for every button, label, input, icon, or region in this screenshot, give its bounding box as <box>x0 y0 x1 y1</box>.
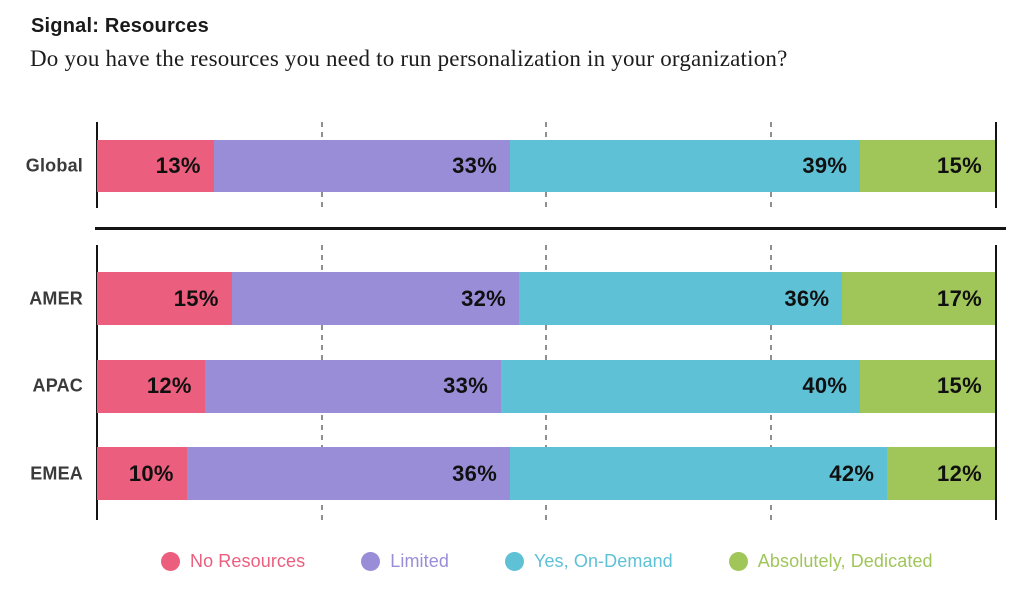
chart-question: Do you have the resources you need to ru… <box>30 46 788 71</box>
segment-value-label: 33% <box>452 153 498 178</box>
segment-value-label: 40% <box>802 373 848 398</box>
category-label: Global <box>25 155 83 176</box>
legend-dot-icon <box>504 552 524 571</box>
segment-value-label: 42% <box>829 460 875 486</box>
segment-value-label: 13% <box>155 153 201 178</box>
segment-value-label: 33% <box>443 373 489 398</box>
bar-row-amer: AMER 15% 32% 36% 17% <box>29 272 995 325</box>
segment-value-label: 17% <box>937 285 982 311</box>
bar-row-emea: EMEA 10% 36% 42% 12% <box>30 447 995 500</box>
segment-value-label: 32% <box>461 285 507 311</box>
chart-section-regions: AMER 15% 32% 36% 17% APAC 12% 33% 40% 15% EMEA 10% 3… <box>29 245 997 520</box>
legend-item-no-resources: No Resources <box>161 551 305 572</box>
legend-dot-icon <box>728 552 748 571</box>
bar-segment-limited: 36% <box>186 447 511 500</box>
bar-segment-yes-on-demand: 39% <box>510 140 861 192</box>
legend-label: Absolutely, Dedicated <box>757 551 933 571</box>
bar-segment-limited: 33% <box>204 359 502 413</box>
bar-segment-no-resources: 12% <box>97 359 205 413</box>
right-boundary-line <box>995 122 997 208</box>
right-boundary-line <box>995 245 997 520</box>
bar-segment-yes-on-demand: 40% <box>501 359 861 413</box>
legend-label: No Resources <box>190 551 306 571</box>
segment-value-label: 36% <box>784 285 830 311</box>
legend-label: Limited <box>390 551 449 571</box>
category-label: AMER <box>29 288 83 308</box>
section-divider-line <box>95 227 1006 230</box>
bar-segment-absolutely-dedicated: 17% <box>842 272 995 325</box>
segment-value-label: 10% <box>128 460 174 486</box>
segment-value-label: 15% <box>937 373 982 398</box>
bar-row-global: Global 13% 33% 39% 15% <box>26 140 995 192</box>
segment-value-label: 12% <box>937 460 982 486</box>
bar-segment-no-resources: 15% <box>97 272 232 325</box>
bar-segment-limited: 33% <box>213 140 511 192</box>
chart-section-global: Global 13% 33% 39% 15% <box>26 122 997 208</box>
category-label: EMEA <box>30 463 83 483</box>
legend-item-limited: Limited <box>361 551 449 572</box>
bar-segment-yes-on-demand: 42% <box>510 447 888 500</box>
bar-segment-no-resources: 13% <box>97 140 214 192</box>
bar-segment-absolutely-dedicated: 12% <box>887 447 995 500</box>
bar-row-apac: APAC 12% 33% 40% 15% <box>33 359 995 413</box>
segment-value-label: 36% <box>452 460 498 486</box>
bar-segment-limited: 32% <box>231 272 520 325</box>
page-title: Signal: Resources <box>31 15 209 37</box>
legend-dot-icon <box>161 552 180 571</box>
bar-segment-no-resources: 10% <box>97 447 187 500</box>
segment-value-label: 39% <box>802 153 848 178</box>
category-label: APAC <box>32 375 83 396</box>
segment-value-label: 12% <box>146 373 192 398</box>
legend-label: Yes, On-Demand <box>533 551 673 571</box>
segment-value-label: 15% <box>937 153 982 178</box>
legend-item-absolutely-dedicated: Absolutely, Dedicated <box>728 551 933 572</box>
chart-legend: No Resources Limited Yes, On-Demand Absolut… <box>161 551 933 572</box>
segment-value-label: 15% <box>173 285 219 311</box>
bar-segment-absolutely-dedicated: 15% <box>860 359 995 413</box>
legend-dot-icon <box>361 552 381 571</box>
bar-segment-absolutely-dedicated: 15% <box>860 140 995 192</box>
legend-item-yes-on-demand: Yes, On-Demand <box>504 551 673 572</box>
bar-segment-yes-on-demand: 36% <box>519 272 843 325</box>
